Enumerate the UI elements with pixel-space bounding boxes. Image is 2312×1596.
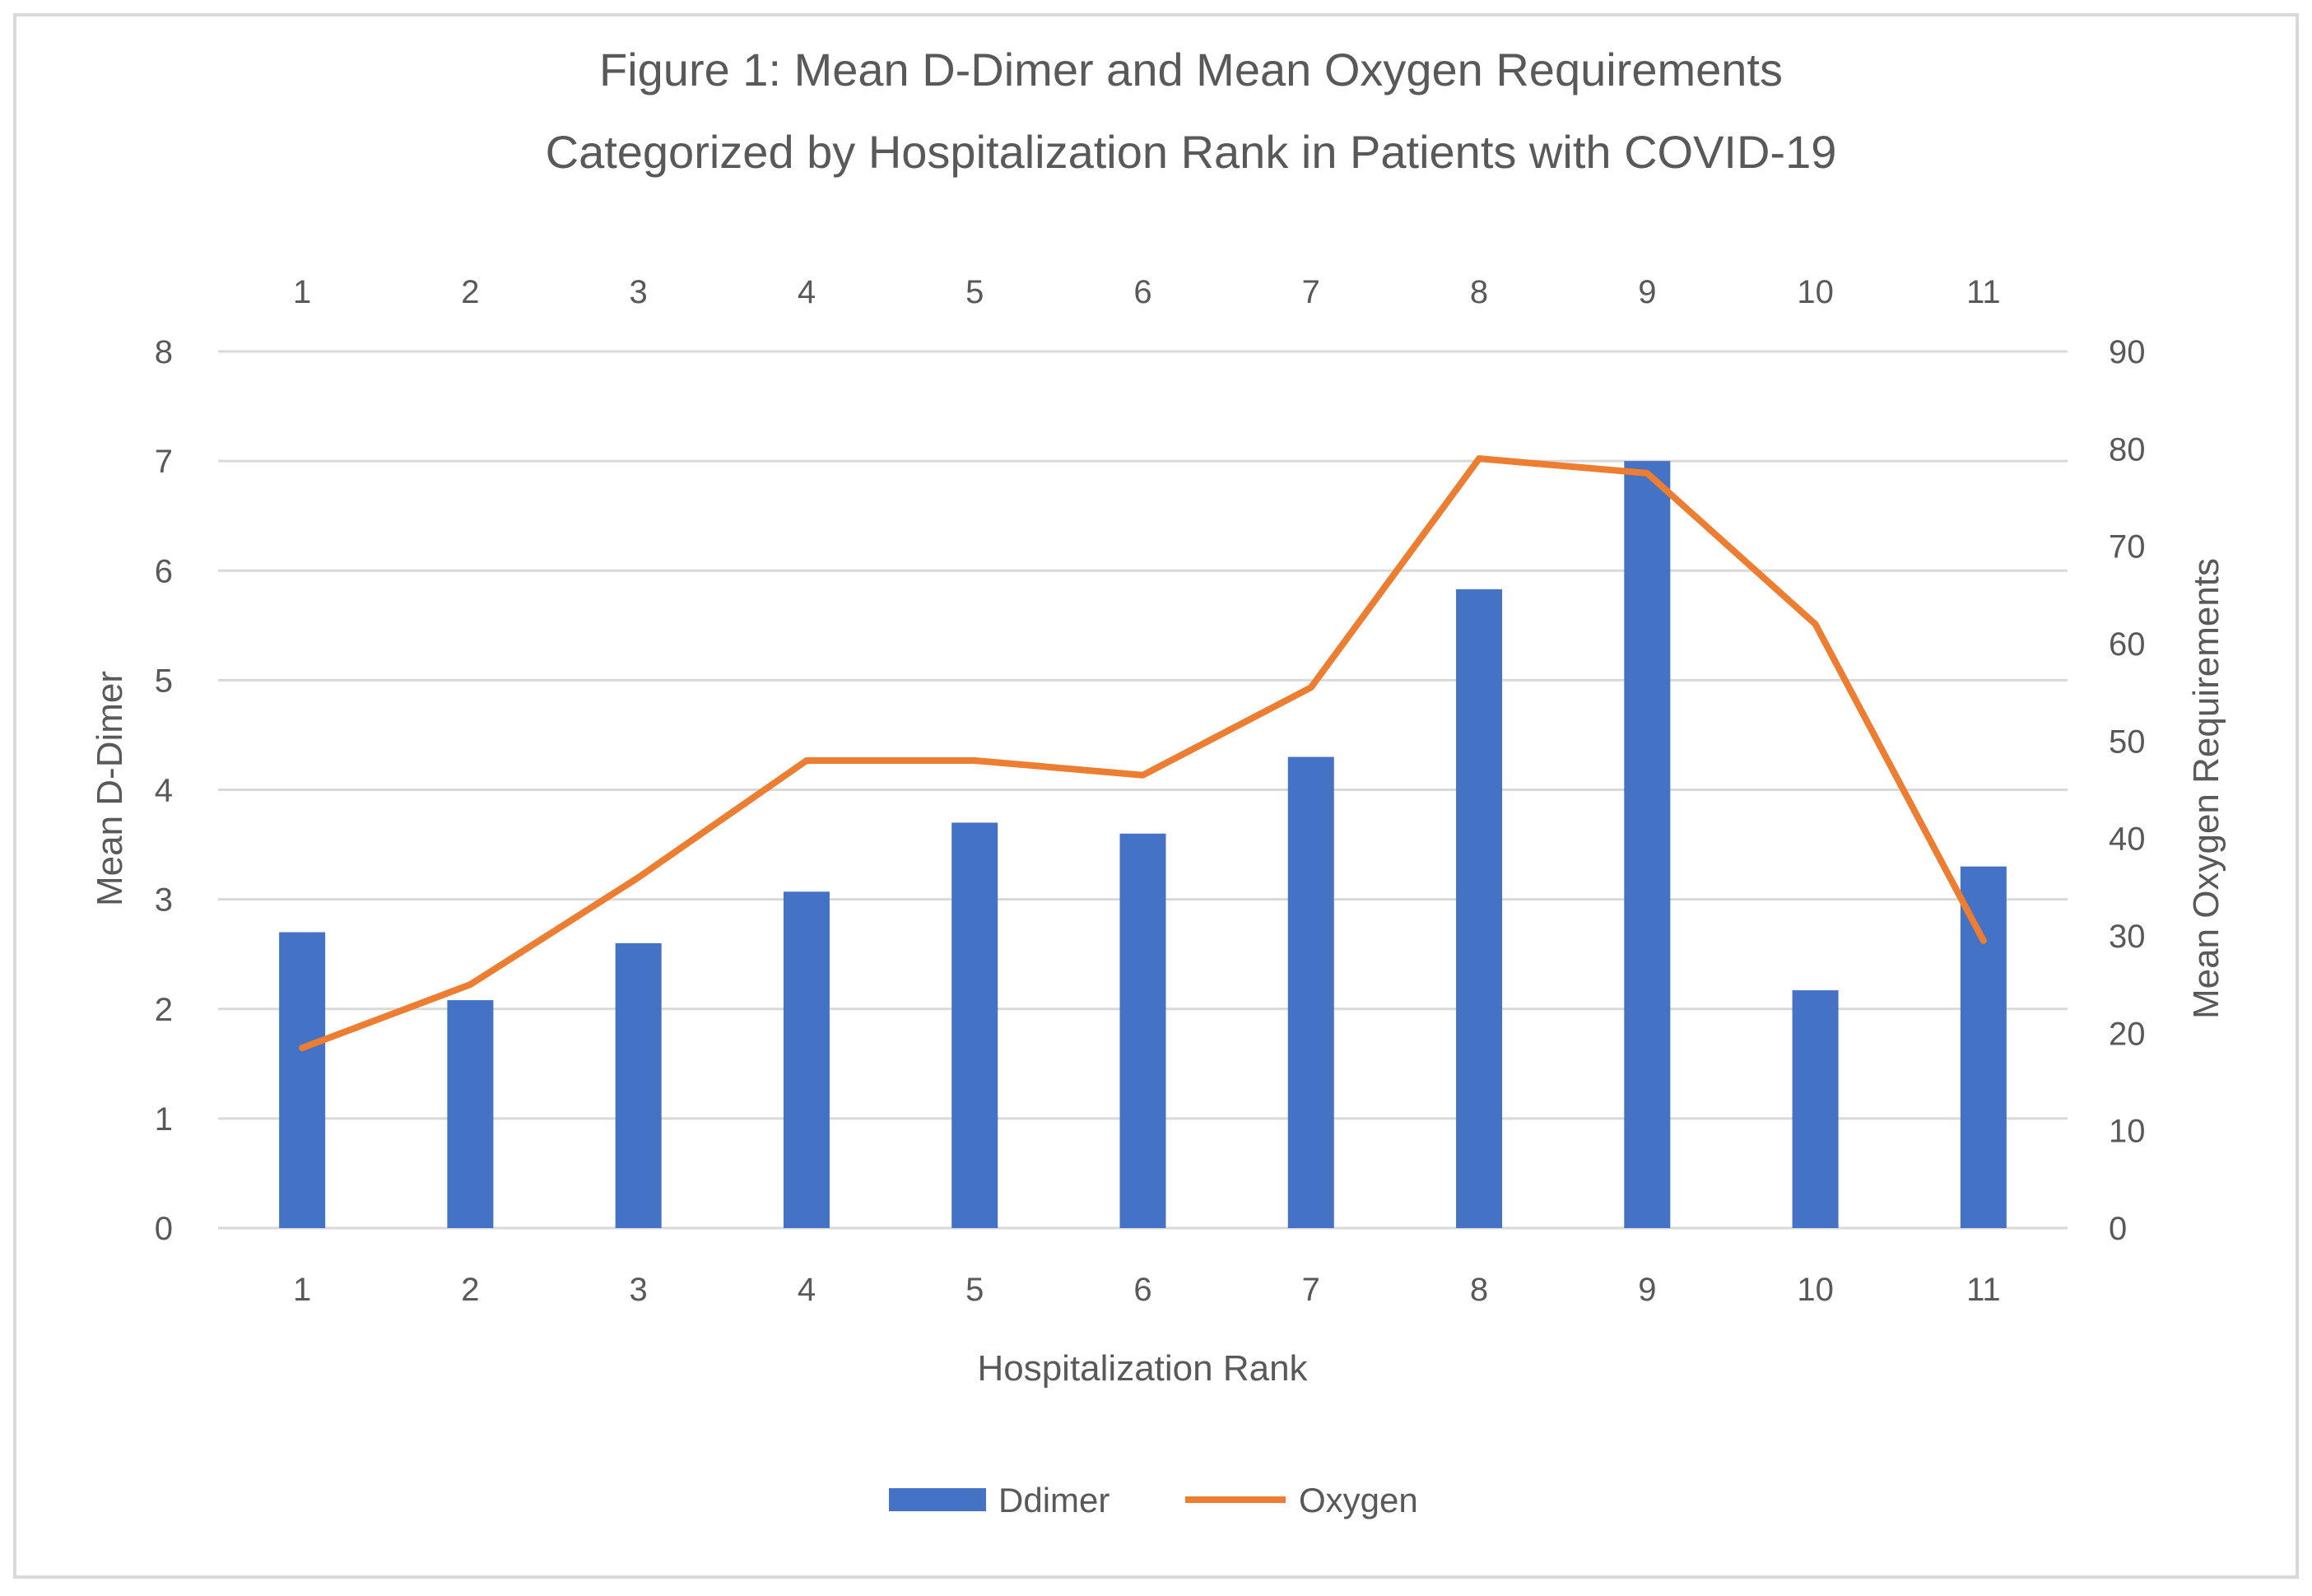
x-tick-label-top: 3	[630, 274, 648, 310]
x-tick-label-bottom: 7	[1302, 1272, 1320, 1308]
x-tick-label-top: 5	[965, 274, 984, 310]
x-tick-label-bottom: 2	[461, 1272, 479, 1308]
x-tick-label-bottom: 8	[1470, 1272, 1488, 1308]
legend-swatch-ddimer	[889, 1488, 986, 1511]
x-tick-label-bottom: 6	[1133, 1272, 1151, 1308]
x-tick-label-bottom: 10	[1797, 1272, 1834, 1308]
y-tick-label-right: 40	[2109, 821, 2146, 858]
bar-ddimer	[783, 891, 830, 1228]
chart-title-line-1: Figure 1: Mean D-Dimer and Mean Oxygen R…	[599, 44, 1783, 95]
y-tick-label-right: 20	[2109, 1016, 2146, 1052]
y-tick-label-right: 80	[2109, 431, 2146, 468]
x-tick-label-bottom: 4	[798, 1272, 816, 1308]
x-tick-label-top: 9	[1638, 274, 1656, 310]
y-tick-label-left: 8	[155, 334, 173, 370]
bar-ddimer	[615, 942, 662, 1228]
oxygen-line	[299, 455, 1987, 1052]
gridlines	[218, 350, 2068, 1230]
x-tick-label-top: 10	[1797, 274, 1834, 310]
x-tick-label-top: 6	[1133, 274, 1151, 310]
x-tick-label-top: 2	[461, 274, 479, 310]
y-tick-label-right: 50	[2109, 724, 2146, 760]
x-tick-label-top: 1	[293, 274, 311, 310]
y-tick-label-left: 7	[155, 444, 173, 480]
x-tick-label-bottom: 9	[1638, 1272, 1656, 1308]
x-tick-label-top: 4	[798, 274, 816, 310]
x-tick-label-bottom: 11	[1966, 1272, 2001, 1308]
x-tick-label-bottom: 5	[965, 1272, 984, 1308]
ddimer-bars	[279, 461, 2007, 1228]
y-tick-label-left: 2	[155, 992, 173, 1028]
y-tick-label-left: 0	[155, 1211, 173, 1247]
bar-ddimer	[279, 932, 326, 1228]
y-tick-label-right: 60	[2109, 626, 2146, 663]
y-tick-label-left: 3	[155, 882, 173, 919]
chart-title-line-2: Categorized by Hospitalization Rank in P…	[546, 126, 1837, 178]
bar-ddimer	[951, 822, 998, 1228]
y-tick-label-right: 10	[2109, 1114, 2146, 1150]
oxygen-line-layer	[299, 455, 1987, 1052]
x-tick-label-bottom: 3	[630, 1272, 648, 1308]
bar-ddimer	[1287, 756, 1334, 1228]
bar-ddimer	[1960, 866, 2007, 1228]
x-tick-label-bottom: 1	[293, 1272, 311, 1308]
axis-ticks: 0123456780102030405060708090112233445566…	[155, 274, 2146, 1308]
x-tick-label-top: 8	[1470, 274, 1488, 310]
y-tick-label-right: 0	[2109, 1211, 2127, 1247]
bar-ddimer	[447, 1000, 494, 1228]
legend-label-ddimer: Ddimer	[998, 1481, 1109, 1519]
x-tick-label-top: 7	[1302, 274, 1320, 310]
legend: Ddimer Oxygen	[889, 1481, 1418, 1519]
x-axis-title: Hospitalization Rank	[977, 1348, 1308, 1389]
chart-frame	[13, 13, 2299, 1579]
x-tick-label-top: 11	[1966, 274, 2001, 310]
y-axis-title-right: Mean Oxygen Requirements	[2186, 558, 2226, 1019]
y-tick-label-left: 4	[155, 773, 173, 809]
y-tick-label-right: 90	[2109, 334, 2146, 370]
bar-ddimer	[1456, 589, 1503, 1228]
y-tick-label-left: 1	[155, 1101, 173, 1138]
y-tick-label-left: 5	[155, 663, 173, 699]
bar-ddimer	[1119, 833, 1166, 1228]
y-tick-label-right: 70	[2109, 529, 2146, 565]
y-tick-label-left: 6	[155, 553, 173, 589]
bar-ddimer	[1624, 461, 1671, 1228]
y-axis-title-left: Mean D-Dimer	[90, 671, 130, 906]
bar-ddimer	[1792, 990, 1839, 1228]
legend-label-oxygen: Oxygen	[1299, 1481, 1418, 1519]
y-tick-label-right: 30	[2109, 919, 2146, 955]
